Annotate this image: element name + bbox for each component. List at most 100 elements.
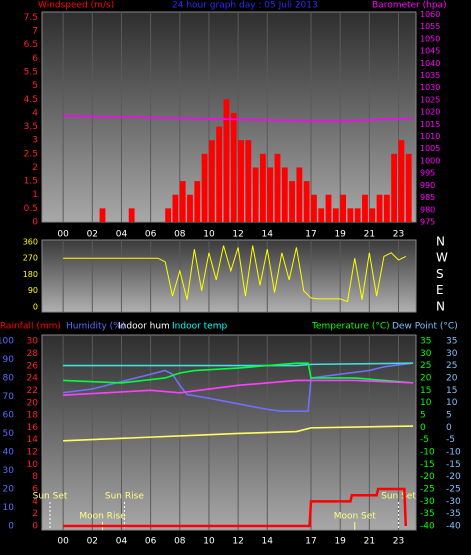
tick-label: 10	[420, 398, 432, 408]
tick-label: 4	[32, 108, 38, 118]
wind-bar	[347, 208, 354, 222]
tick-label: W	[436, 251, 448, 265]
wind-bar	[128, 208, 135, 222]
tick-label: 28	[27, 349, 39, 359]
tick-label: 1035	[420, 71, 440, 80]
tick-label: 50	[3, 429, 15, 439]
tick-label: 0.5	[24, 204, 38, 214]
tick-label: -5	[420, 435, 429, 445]
wind-bar	[165, 208, 172, 222]
x-tick-label: 14	[262, 537, 274, 547]
tick-label: 24	[27, 374, 39, 384]
series-line	[63, 487, 408, 528]
tick-label: 0	[33, 302, 38, 311]
tick-label: 4	[32, 497, 38, 507]
tick-label: 35	[446, 336, 457, 346]
tick-label: 1020	[420, 108, 440, 117]
tick-label: 0	[420, 423, 426, 433]
tick-label: -15	[446, 460, 461, 470]
wind-bar	[238, 140, 244, 222]
tick-label: 1040	[420, 59, 440, 68]
wind-bar	[383, 194, 390, 222]
x-tick-label: 23	[393, 230, 404, 240]
tick-label: 360	[23, 237, 38, 246]
wind-bar	[216, 126, 223, 222]
axis-title: Windspeed (m/s)	[38, 1, 114, 11]
x-tick-label: 00	[57, 537, 69, 547]
tick-label: -35	[446, 509, 461, 519]
wind-bar	[274, 153, 281, 222]
x-tick-label: 10	[203, 537, 215, 547]
tick-label: 3	[32, 136, 38, 146]
series-line	[63, 362, 414, 367]
event-label: Moon Rise	[79, 512, 126, 522]
tick-label: 0	[32, 521, 38, 531]
tick-label: 60	[3, 410, 15, 420]
tick-label: 18	[27, 411, 39, 421]
tick-label: 30	[420, 349, 432, 359]
x-tick-label: 04	[116, 230, 128, 240]
x-tick-label: 14	[262, 230, 274, 240]
series-line	[63, 245, 407, 303]
tick-label: -30	[446, 497, 461, 507]
tick-label: 0	[32, 218, 38, 228]
tick-label: -30	[420, 497, 435, 507]
tick-label: 30	[27, 337, 39, 347]
tick-label: N	[436, 234, 445, 248]
wind-bar	[245, 140, 252, 222]
tick-label: 90	[3, 355, 15, 365]
tick-label: 1030	[420, 83, 440, 92]
tick-label: 20	[446, 373, 458, 383]
direction-panel	[41, 239, 417, 313]
tick-label: 40	[3, 447, 15, 457]
tick-label: 5	[32, 81, 38, 91]
tick-label: 15	[420, 386, 431, 396]
event-label: Moon Set	[334, 512, 377, 522]
tick-label: 10	[3, 503, 15, 513]
wind-bar	[223, 99, 230, 222]
x-tick-label: 00	[57, 230, 69, 240]
wind-bar	[194, 181, 201, 222]
wind-bar	[391, 153, 398, 222]
tick-label: 985	[420, 193, 435, 202]
wind-bar	[252, 167, 259, 222]
wind-bar	[369, 208, 376, 222]
tick-label: 1.5	[24, 177, 38, 187]
tick-label: 80	[3, 373, 15, 383]
x-tick-label: 10	[203, 230, 215, 240]
tick-label: 20	[420, 373, 432, 383]
wind-bar	[99, 208, 106, 222]
wind-bar	[340, 194, 347, 222]
x-tick-label: 19	[334, 230, 346, 240]
tick-label: 0	[8, 521, 14, 531]
wind-bar	[303, 181, 310, 222]
tick-label: -15	[420, 460, 435, 470]
legend-label: Dew Point (°C)	[392, 322, 458, 332]
tick-label: 1005	[420, 144, 440, 153]
wind-bar	[267, 167, 274, 222]
tick-label: 2	[32, 163, 38, 173]
wind-bar	[259, 153, 266, 222]
climate-panel	[41, 334, 417, 531]
legend-label: Rainfall (mm)	[0, 322, 61, 332]
tick-label: 14	[27, 435, 39, 445]
tick-label: S	[436, 267, 444, 281]
tick-label: 180	[23, 270, 38, 279]
series-line	[63, 379, 414, 397]
x-tick-label: 17	[305, 537, 316, 547]
wind-bar	[179, 181, 186, 222]
tick-label: -40	[446, 522, 461, 532]
tick-label: 100	[0, 336, 14, 346]
tick-label: -40	[420, 522, 435, 532]
tick-label: 22	[27, 386, 38, 396]
tick-label: 15	[446, 386, 457, 396]
tick-label: -20	[420, 472, 435, 482]
tick-label: -25	[420, 485, 435, 495]
tick-label: 2	[32, 509, 38, 519]
tick-label: 26	[27, 361, 39, 371]
x-tick-label: 21	[364, 230, 375, 240]
tick-label: 6	[32, 485, 38, 495]
tick-label: 975	[420, 218, 435, 227]
tick-label: 995	[420, 169, 435, 178]
tick-label: 270	[23, 254, 38, 263]
